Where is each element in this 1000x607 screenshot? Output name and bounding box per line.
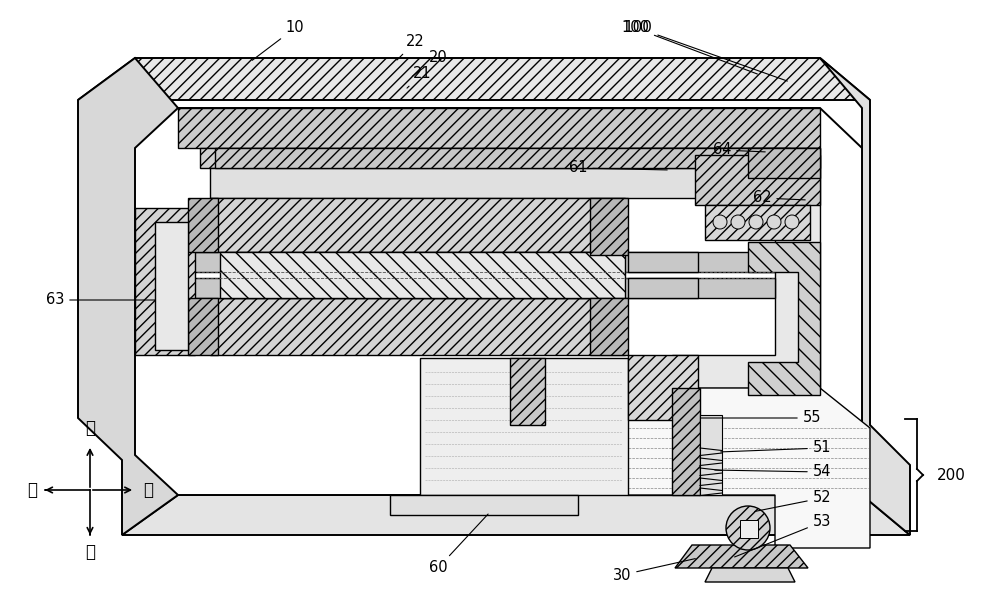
Polygon shape [675, 545, 808, 568]
Polygon shape [188, 198, 218, 252]
Circle shape [767, 215, 781, 229]
Polygon shape [200, 148, 820, 168]
Polygon shape [122, 495, 910, 535]
Text: 上: 上 [85, 419, 95, 437]
Text: 100: 100 [624, 21, 787, 81]
Polygon shape [78, 58, 178, 535]
Polygon shape [215, 148, 790, 168]
Circle shape [713, 215, 727, 229]
Polygon shape [510, 358, 545, 425]
Polygon shape [700, 415, 722, 495]
Polygon shape [220, 252, 625, 298]
Polygon shape [628, 148, 820, 495]
Text: 21: 21 [407, 67, 431, 88]
Text: 63: 63 [46, 293, 155, 308]
Polygon shape [188, 298, 218, 355]
Polygon shape [420, 358, 628, 495]
Polygon shape [705, 568, 795, 582]
Polygon shape [590, 198, 628, 255]
Text: 下: 下 [85, 543, 95, 561]
Polygon shape [628, 355, 698, 420]
Polygon shape [748, 148, 820, 178]
Text: 62: 62 [753, 191, 805, 206]
Text: 55: 55 [701, 410, 821, 426]
Text: 52: 52 [755, 490, 831, 512]
Polygon shape [135, 208, 195, 355]
Circle shape [731, 215, 745, 229]
Polygon shape [390, 495, 578, 515]
Polygon shape [672, 388, 700, 495]
Text: 64: 64 [713, 143, 765, 157]
Circle shape [749, 215, 763, 229]
Polygon shape [155, 222, 188, 350]
Text: 30: 30 [613, 558, 695, 583]
Polygon shape [820, 58, 910, 535]
Polygon shape [705, 205, 810, 240]
Polygon shape [78, 58, 870, 100]
Circle shape [785, 215, 799, 229]
Polygon shape [628, 252, 698, 272]
Polygon shape [490, 388, 870, 548]
Text: 53: 53 [735, 515, 831, 557]
Polygon shape [188, 278, 775, 298]
Polygon shape [590, 298, 628, 355]
Polygon shape [740, 520, 758, 538]
Polygon shape [210, 198, 625, 252]
Text: 右: 右 [143, 481, 153, 499]
Text: 100: 100 [621, 21, 757, 74]
Circle shape [726, 506, 770, 550]
Text: 10: 10 [252, 21, 304, 60]
Text: 61: 61 [569, 160, 667, 175]
Text: 200: 200 [937, 467, 966, 483]
Text: 左: 左 [27, 481, 37, 499]
Polygon shape [628, 278, 698, 298]
Text: 51: 51 [721, 441, 831, 455]
Polygon shape [210, 168, 790, 198]
Polygon shape [695, 155, 820, 205]
Polygon shape [135, 108, 862, 495]
Text: 60: 60 [429, 514, 488, 575]
Polygon shape [188, 252, 775, 272]
Text: 20: 20 [412, 50, 447, 76]
Text: 54: 54 [715, 464, 831, 480]
Polygon shape [210, 298, 625, 355]
Text: 22: 22 [397, 35, 424, 60]
Polygon shape [748, 242, 820, 395]
Polygon shape [178, 108, 820, 148]
